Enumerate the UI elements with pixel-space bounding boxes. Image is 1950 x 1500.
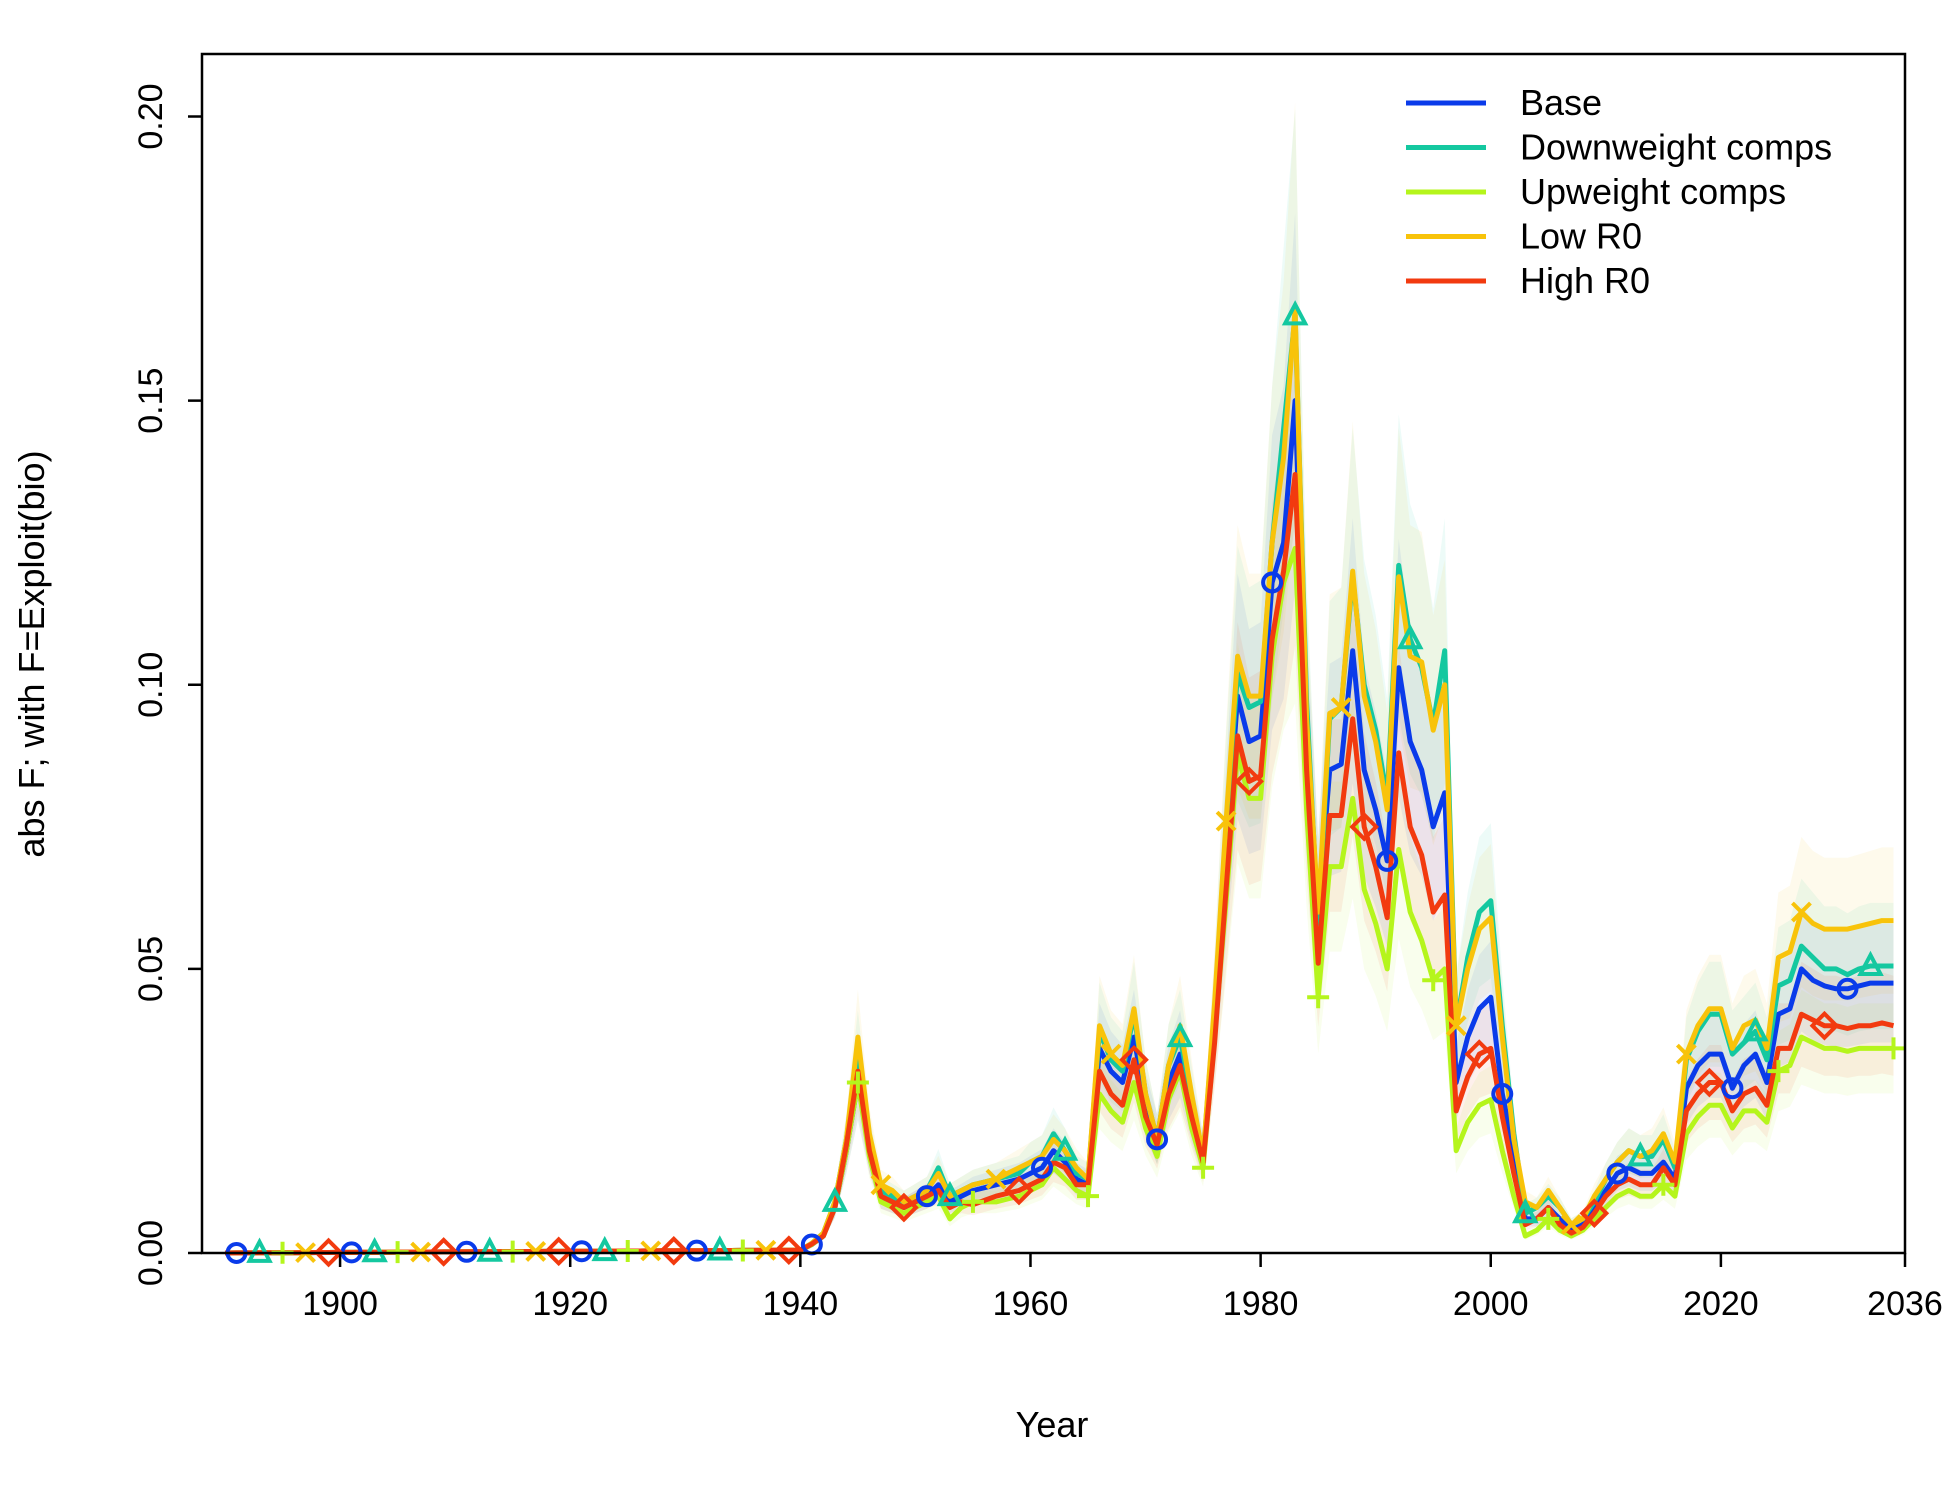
marker-upweight-comps <box>1882 1037 1905 1060</box>
marker-upweight-comps <box>1767 1060 1790 1083</box>
marker-high-r0 <box>889 1192 919 1223</box>
x-tick-label: 2036 <box>1867 1285 1943 1323</box>
marker-high-r0 <box>1119 1044 1149 1075</box>
marker-high-r0 <box>1809 1010 1840 1041</box>
marker-upweight-comps <box>501 1240 524 1263</box>
marker-low-r0 <box>1215 810 1237 832</box>
y-tick-label: 0.00 <box>132 1220 170 1286</box>
marker-low-r0 <box>640 1240 662 1262</box>
marker-downweight-comps <box>821 1186 849 1212</box>
series-line-low-r0 <box>224 307 1894 1256</box>
band-low-r0 <box>225 102 1894 1254</box>
legend-label: High R0 <box>1520 260 1650 301</box>
marker-base <box>1261 571 1284 594</box>
marker-downweight-comps <box>1051 1135 1079 1161</box>
marker-upweight-comps <box>1192 1156 1215 1179</box>
marker-downweight-comps <box>1742 1016 1769 1042</box>
legend-label: Low R0 <box>1520 216 1642 257</box>
series-lines <box>224 307 1895 1256</box>
marker-upweight-comps <box>1652 1173 1675 1196</box>
marker-upweight-comps <box>1537 1207 1560 1230</box>
marker-upweight-comps <box>1307 986 1330 1009</box>
marker-high-r0 <box>658 1235 689 1266</box>
y-axis-title: abs F; with F=Exploit(bio) <box>11 450 52 857</box>
series-markers <box>225 300 1905 1268</box>
marker-downweight-comps <box>1627 1141 1654 1167</box>
series-line-downweight-comps <box>224 312 1894 1256</box>
y-tick-label: 0.20 <box>132 83 170 149</box>
marker-low-r0 <box>870 1174 892 1196</box>
marker-downweight-comps <box>591 1235 619 1262</box>
y-tick-label: 0.15 <box>132 368 170 434</box>
marker-high-r0 <box>313 1237 344 1268</box>
marker-downweight-comps <box>1281 300 1309 326</box>
marker-downweight-comps <box>936 1180 964 1207</box>
marker-low-r0 <box>1791 901 1812 923</box>
marker-high-r0 <box>428 1237 459 1267</box>
y-tick-label: 0.10 <box>132 652 170 718</box>
marker-high-r0 <box>774 1235 804 1266</box>
marker-downweight-comps <box>706 1235 734 1261</box>
marker-upweight-comps <box>846 1071 869 1094</box>
marker-base <box>1030 1156 1053 1179</box>
marker-low-r0 <box>985 1168 1007 1190</box>
band-high-r0 <box>225 303 1894 1253</box>
marker-downweight-comps <box>476 1236 503 1262</box>
y-tick-label: 0.05 <box>132 936 170 1002</box>
uncertainty-bands <box>225 102 1894 1254</box>
marker-upweight-comps <box>1422 969 1445 992</box>
band-downweight-comps <box>225 109 1894 1254</box>
legend-label: Downweight comps <box>1520 127 1832 168</box>
marker-base <box>1721 1077 1744 1100</box>
marker-downweight-comps <box>1166 1021 1194 1048</box>
x-tick-label: 1920 <box>532 1285 608 1323</box>
marker-downweight-comps <box>361 1236 388 1263</box>
legend-label: Upweight comps <box>1520 171 1786 212</box>
marker-downweight-comps <box>1396 623 1424 650</box>
marker-base <box>1376 849 1399 872</box>
marker-upweight-comps <box>1077 1185 1100 1208</box>
marker-low-r0 <box>525 1241 547 1262</box>
x-tick-label: 1900 <box>302 1285 378 1323</box>
x-tick-label: 1940 <box>763 1285 839 1323</box>
x-axis: 1900 1920 1940 1960 1980 2000 2020 2036 <box>302 1253 1943 1323</box>
y-axis: 0.00 0.05 0.10 0.15 0.20 <box>132 83 202 1286</box>
marker-upweight-comps <box>731 1239 754 1262</box>
marker-downweight-comps <box>1511 1197 1539 1224</box>
marker-high-r0 <box>1234 766 1264 797</box>
marker-base <box>1836 977 1859 1000</box>
marker-low-r0 <box>1330 697 1352 718</box>
x-tick-label: 1980 <box>1223 1285 1299 1323</box>
x-axis-title: Year <box>1016 1404 1089 1445</box>
marker-low-r0 <box>755 1239 777 1261</box>
marker-base <box>1491 1082 1514 1105</box>
marker-base <box>915 1185 938 1208</box>
marker-downweight-comps <box>1857 950 1884 977</box>
marker-high-r0 <box>1349 811 1380 842</box>
marker-high-r0 <box>1464 1039 1495 1069</box>
x-tick-label: 2020 <box>1683 1285 1759 1323</box>
marker-downweight-comps <box>246 1237 273 1263</box>
marker-high-r0 <box>1579 1198 1610 1229</box>
marker-low-r0 <box>1100 1043 1122 1065</box>
marker-high-r0 <box>1694 1067 1725 1098</box>
marker-base <box>1146 1128 1169 1151</box>
legend-label: Base <box>1520 82 1602 123</box>
band-base <box>225 213 1894 1254</box>
marker-upweight-comps <box>961 1190 984 1213</box>
marker-high-r0 <box>1004 1175 1034 1206</box>
x-tick-label: 1960 <box>993 1285 1069 1323</box>
marker-low-r0 <box>1445 1015 1467 1037</box>
marker-base <box>1606 1162 1629 1185</box>
marker-low-r0 <box>1675 1043 1697 1065</box>
marker-low-r0 <box>1560 1214 1582 1236</box>
marker-high-r0 <box>543 1236 574 1267</box>
plot-frame <box>200 52 1907 1255</box>
x-tick-label: 2000 <box>1453 1285 1529 1323</box>
marker-upweight-comps <box>616 1240 639 1263</box>
